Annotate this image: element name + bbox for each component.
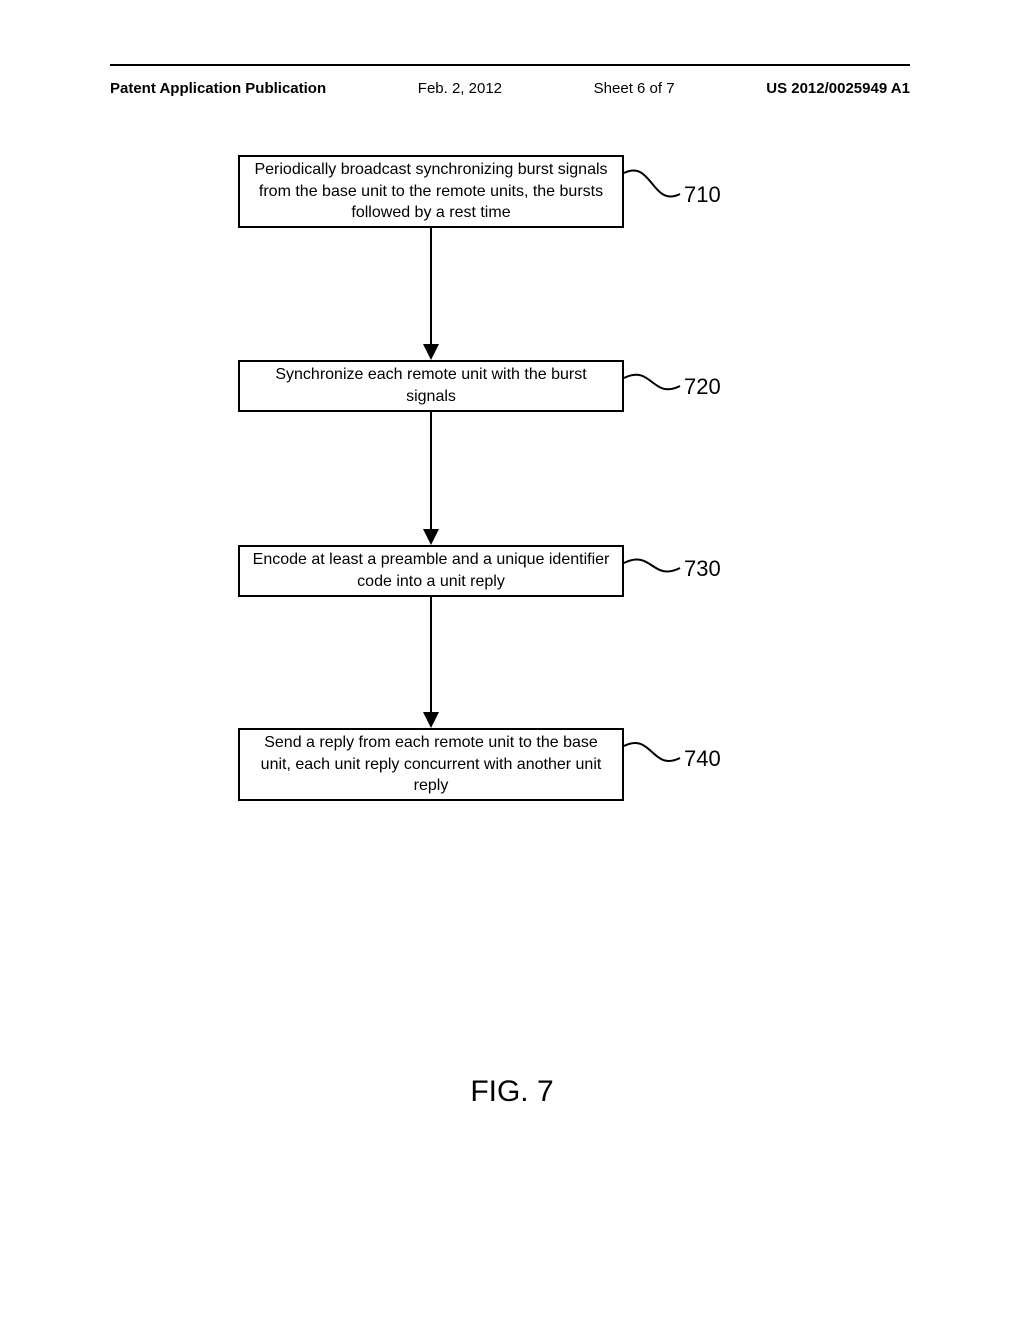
flow-step-740: Send a reply from each remote unit to th… bbox=[238, 728, 624, 801]
flow-step-720: Synchronize each remote unit with the bu… bbox=[238, 360, 624, 412]
flow-step-label-720: 720 bbox=[684, 374, 721, 400]
flow-step-text: Periodically broadcast synchronizing bur… bbox=[250, 159, 612, 224]
flow-step-text: Encode at least a preamble and a unique … bbox=[250, 549, 612, 592]
flow-step-710: Periodically broadcast synchronizing bur… bbox=[238, 155, 624, 228]
figure-caption: FIG. 7 bbox=[0, 1075, 1024, 1109]
flow-step-730: Encode at least a preamble and a unique … bbox=[238, 545, 624, 597]
flow-step-label-740: 740 bbox=[684, 746, 721, 772]
flow-step-text: Send a reply from each remote unit to th… bbox=[250, 732, 612, 797]
flow-step-label-710: 710 bbox=[684, 182, 721, 208]
flowchart: Periodically broadcast synchronizing bur… bbox=[0, 0, 1024, 1320]
flow-step-text: Synchronize each remote unit with the bu… bbox=[250, 364, 612, 407]
flow-step-label-730: 730 bbox=[684, 556, 721, 582]
